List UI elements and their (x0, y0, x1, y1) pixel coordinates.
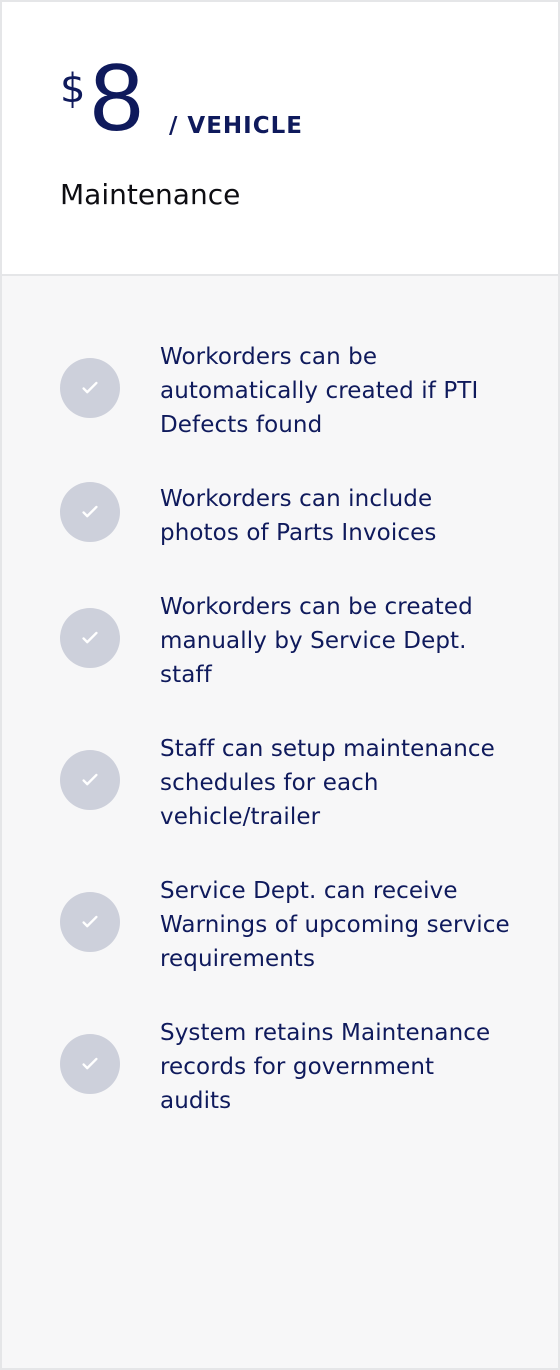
check-icon (60, 1034, 120, 1094)
feature-item: Workorders can be automatically created … (2, 340, 558, 482)
check-icon (60, 608, 120, 668)
feature-text: Staff can setup maintenance schedules fo… (160, 736, 495, 830)
feature-item: Workorders can include photos of Parts I… (2, 482, 558, 590)
price-currency: $ (60, 66, 86, 112)
feature-text: Service Dept. can receive Warnings of up… (160, 878, 510, 972)
check-icon (60, 750, 120, 810)
feature-text: Workorders can be automatically created … (160, 344, 479, 438)
feature-item: Service Dept. can receive Warnings of up… (2, 874, 558, 1016)
check-icon (60, 358, 120, 418)
price-amount: 8 (90, 44, 143, 151)
feature-text: Workorders can include photos of Parts I… (160, 486, 437, 546)
price-unit: / VEHICLE (169, 113, 303, 139)
features-list: Workorders can be automatically created … (2, 276, 558, 1158)
feature-text: Workorders can be created manually by Se… (160, 594, 473, 688)
feature-item: System retains Maintenance records for g… (2, 1016, 558, 1158)
feature-text: System retains Maintenance records for g… (160, 1020, 491, 1114)
plan-name: Maintenance (60, 178, 241, 211)
check-icon (60, 482, 120, 542)
feature-item: Staff can setup maintenance schedules fo… (2, 732, 558, 874)
pricing-header: $ 8 / VEHICLE Maintenance (2, 2, 558, 276)
feature-item: Workorders can be created manually by Se… (2, 590, 558, 732)
check-icon (60, 892, 120, 952)
